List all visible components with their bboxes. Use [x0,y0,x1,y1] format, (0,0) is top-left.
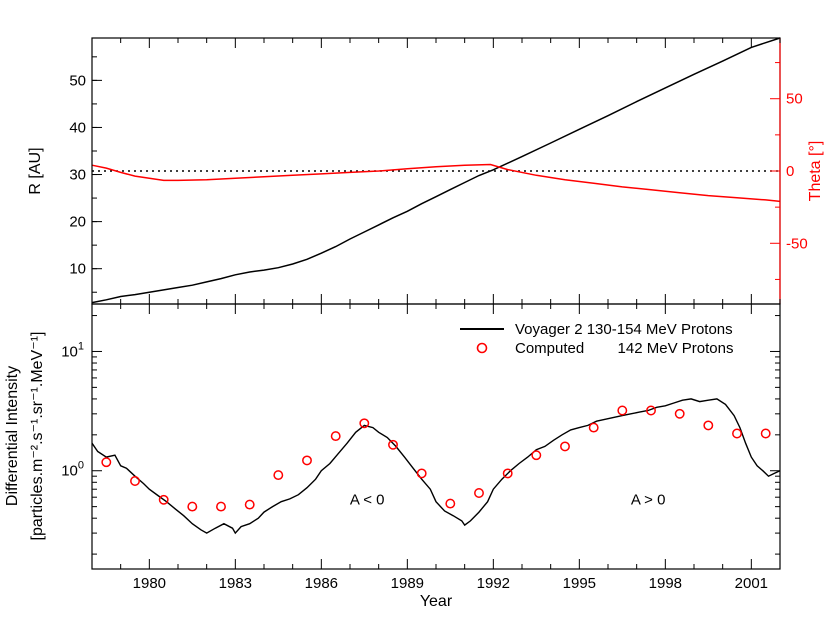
theta-tick-label: 50 [786,91,803,108]
polarity-annotation: A < 0 [350,492,385,509]
computed-point [502,468,513,479]
bottom-series-layer [91,398,781,535]
r-tick-label: 30 [69,167,86,184]
computed-point [130,476,140,486]
voyager-observed-line [91,398,781,535]
r-tick-label: 40 [69,119,86,136]
legend-label: Voyager 2 130-154 MeV Protons [515,321,733,338]
bottom-y-axis-label-line1: Differential Intensity [4,366,21,506]
computed-point [302,455,312,466]
top-series-layer [91,37,781,304]
x-tick-label: 1986 [305,575,338,592]
x-tick-label: 1998 [649,575,682,592]
polarity-annotation: A > 0 [631,492,666,509]
computed-point [760,428,771,439]
top-left-axis: 10 20 30 40 50 [69,56,102,293]
computed-point [416,468,427,479]
theta-tick-label: 0 [786,163,794,180]
x-tick-label: 1989 [391,575,424,592]
computed-point [158,494,169,505]
computed-point [244,499,255,510]
x-tick-label: 1992 [477,575,510,592]
computed-point [359,418,370,429]
computed-point [646,405,656,416]
r-tick-label: 10 [69,261,86,278]
top-right-axis: -50 0 50 [770,38,808,304]
top-panel: 10 20 30 40 50 -50 0 50 R [AU] Theta [°] [27,37,824,305]
top-y-axis-label: R [AU] [27,147,44,194]
computed-point [101,457,112,468]
computed-point [216,501,226,512]
legend-label: Computed 142 MeV Protons [515,340,733,357]
theta-tick-label: -50 [786,235,808,252]
computed-point [187,501,198,512]
computed-point [445,498,456,509]
computed-point [531,450,542,461]
intensity-tick-label: 101 [61,340,84,360]
series-line-theta [91,163,781,203]
intensity-tick-label: 100 [61,460,84,480]
legend-circle-symbol [476,342,488,354]
bottom-x-axis: 1980 1983 1986 1989 1992 1995 1998 2001 [91,304,781,592]
top-bottom-axis [91,38,781,304]
r-tick-label: 50 [69,72,86,89]
computed-point [703,420,714,431]
computed-point [674,408,685,419]
computed-point [330,431,341,442]
x-tick-label: 1995 [563,575,596,592]
computed-point [732,428,742,439]
bottom-annotations: A < 0 A > 0 [350,492,666,509]
computed-point [560,441,570,452]
x-tick-label: 2001 [735,575,768,592]
computed-point [617,405,628,416]
top-y2-axis-label: Theta [°] [807,141,824,202]
r-tick-label: 20 [69,214,86,231]
bottom-y-axis-label-line2: [particles.m⁻².s⁻¹.sr⁻¹.MeV⁻¹] [29,332,46,541]
computed-point [474,488,484,498]
series-line-r [91,37,781,304]
computed-point [388,439,398,450]
x-tick-label: 1983 [219,575,252,592]
x-axis-label: Year [420,593,453,610]
computed-point [588,422,599,433]
x-tick-label: 1980 [133,575,166,592]
legend: Voyager 2 130-154 MeV Protons Computed 14… [460,321,733,357]
bottom-left-axis: 100 101 [61,315,780,555]
computed-point [273,470,284,481]
